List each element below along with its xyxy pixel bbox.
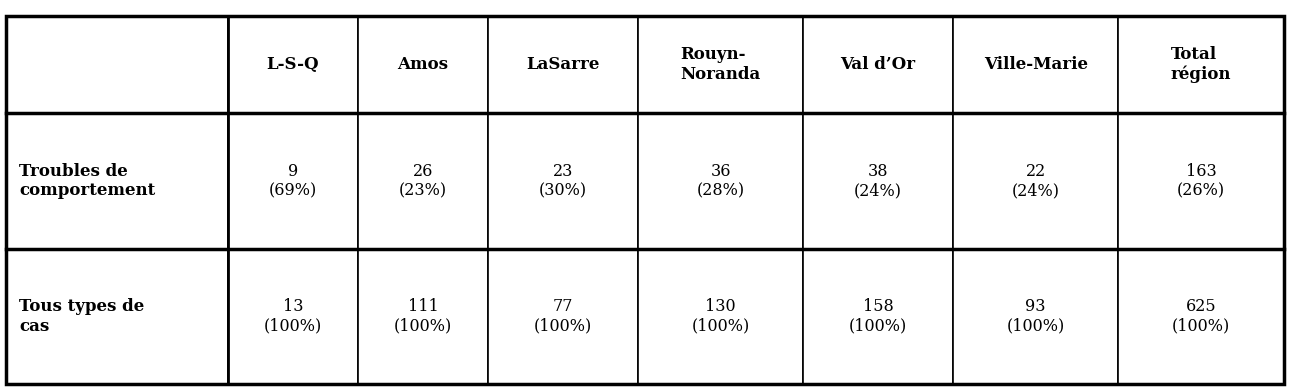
Text: L-S-Q: L-S-Q bbox=[267, 56, 319, 73]
Text: 158
(100%): 158 (100%) bbox=[849, 298, 907, 335]
Text: Rouyn-
Noranda: Rouyn- Noranda bbox=[681, 46, 761, 83]
Text: 9
(69%): 9 (69%) bbox=[268, 163, 317, 200]
Text: 22
(24%): 22 (24%) bbox=[1011, 163, 1059, 200]
Text: 77
(100%): 77 (100%) bbox=[534, 298, 592, 335]
Text: 130
(100%): 130 (100%) bbox=[691, 298, 749, 335]
Text: Tous types de
cas: Tous types de cas bbox=[19, 298, 144, 335]
Text: 23
(30%): 23 (30%) bbox=[539, 163, 587, 200]
Text: Ville-Marie: Ville-Marie bbox=[984, 56, 1087, 73]
Text: 13
(100%): 13 (100%) bbox=[263, 298, 322, 335]
Text: 26
(23%): 26 (23%) bbox=[399, 163, 448, 200]
Text: Total
région: Total région bbox=[1171, 46, 1231, 83]
Text: 93
(100%): 93 (100%) bbox=[1006, 298, 1064, 335]
Text: 36
(28%): 36 (28%) bbox=[697, 163, 744, 200]
Text: 38
(24%): 38 (24%) bbox=[854, 163, 902, 200]
Text: 625
(100%): 625 (100%) bbox=[1171, 298, 1231, 335]
Text: LaSarre: LaSarre bbox=[526, 56, 600, 73]
Text: Amos: Amos bbox=[397, 56, 449, 73]
Text: Troubles de
comportement: Troubles de comportement bbox=[19, 163, 156, 200]
Text: 111
(100%): 111 (100%) bbox=[393, 298, 453, 335]
Text: 163
(26%): 163 (26%) bbox=[1176, 163, 1226, 200]
Text: Val d’Or: Val d’Or bbox=[841, 56, 916, 73]
